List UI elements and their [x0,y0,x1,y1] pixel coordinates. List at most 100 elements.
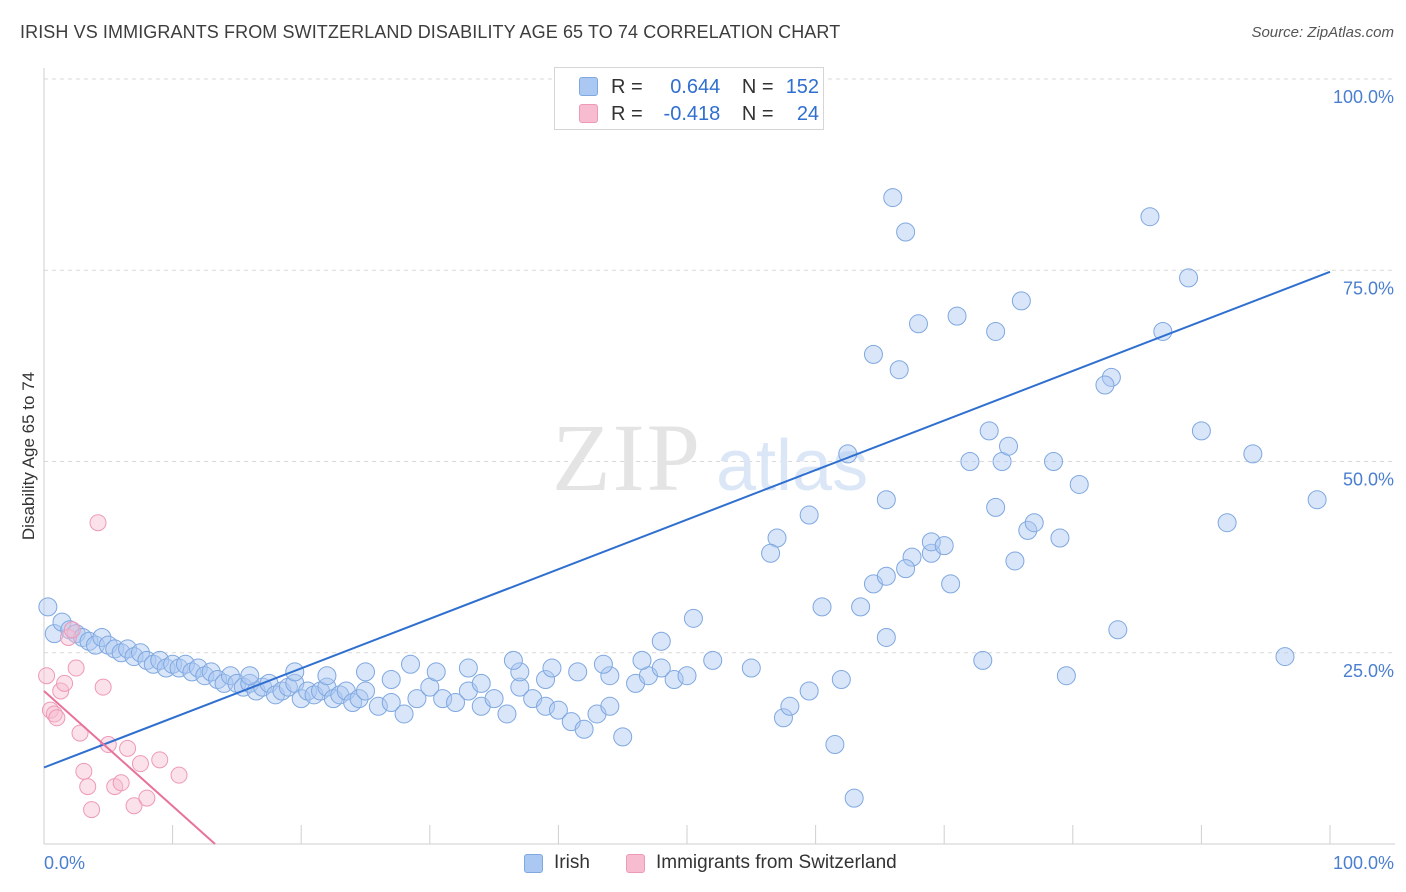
y-axis-label: Disability Age 65 to 74 [19,372,38,540]
irish-point [799,505,819,525]
irish-point [889,360,909,380]
swiss-n-value: 24 [796,102,820,125]
y-tick-label: 25.0% [1343,661,1394,681]
swiss-point [75,762,93,780]
irish-point [632,650,652,670]
irish-r-value: 0.644 [670,75,721,98]
irish-point [381,670,401,690]
irish-point [851,597,871,617]
irish-point [510,677,530,697]
irish-point [458,658,478,678]
watermark-atlas: atlas [716,426,868,506]
legend-n-label: N = [741,75,774,98]
irish-point [446,692,466,712]
irish-point [825,735,845,755]
irish-point [381,692,401,712]
irish-point [548,700,568,720]
swiss-point [59,628,77,646]
irish-point [542,658,562,678]
irish-point [201,662,221,682]
irish-point [613,727,633,747]
irish-point [503,650,523,670]
irish-point [1217,513,1237,533]
irish-point [883,188,903,208]
irish-point [677,666,697,686]
irish-point [908,314,928,334]
watermark-zip: ZIP [552,404,702,511]
swiss-point [71,724,89,742]
irish-point [1005,551,1025,571]
irish-point [979,421,999,441]
swiss-point [125,797,143,815]
irish-point [1191,421,1211,441]
irish-point [1069,474,1089,494]
irish-point [38,597,58,617]
legend-r-label: R = [611,75,643,98]
irish-point [220,666,240,686]
irish-point [799,681,819,701]
irish-point [1101,367,1121,387]
irish-point [947,306,967,326]
irish-point [683,608,703,628]
irish-point [1153,321,1173,341]
irish-point [130,643,150,663]
swiss-point [170,766,188,784]
irish-point [664,670,684,690]
irish-points [38,188,1327,808]
irish-point [1044,452,1064,471]
irish-point [426,662,446,682]
irish-point [986,497,1006,517]
irish-point [876,490,896,510]
irish-point [1024,513,1044,533]
irish-point [394,704,414,724]
irish-point [812,597,832,617]
irish-point [1243,444,1263,464]
irish-point [92,627,112,647]
swiss-point [48,709,66,727]
irish-point [1108,620,1128,640]
irish-point [902,547,922,567]
irish-point [1095,375,1115,395]
swiss-point [131,755,149,773]
irish-point [356,662,375,682]
swiss-r-value: -0.418 [663,102,721,125]
grid-lines [44,78,1395,654]
y-tick-label: 100.0% [1333,87,1394,107]
swiss-point [56,674,74,692]
irish-trend-line [43,270,1331,769]
irish-point [934,536,954,556]
legend-n-label: N = [741,102,774,125]
irish-point [317,666,337,686]
irish-point [761,543,781,563]
swiss-points [38,514,188,819]
irish-point [407,689,427,709]
irish-point [484,689,504,709]
swiss-point [67,659,85,677]
swiss-point [94,678,112,696]
irish-point [349,689,369,709]
correlation-legend: R = 0.644 N = 152 R = -0.418 N = 24 [554,67,824,130]
irish-point [1011,291,1031,311]
irish-point [876,627,896,647]
irish-point [773,708,793,728]
irish-point [291,689,311,709]
legend-r-label: R = [611,102,643,125]
irish-point [368,696,388,716]
swiss-point [83,801,101,819]
irish-point [1275,647,1295,667]
irish-point [150,650,170,670]
irish-point [536,696,556,716]
swiss-point [119,739,137,757]
irish-point [536,670,556,690]
irish-point [863,344,883,364]
irish-point [1018,520,1038,540]
irish-point [780,696,800,716]
irish-point [356,681,375,701]
irish-point [973,650,993,670]
irish-point [1056,666,1076,686]
irish-point [831,670,851,690]
irish-point [497,704,517,724]
irish-point [651,631,671,651]
swiss-point [79,778,97,796]
irish-point [941,574,961,594]
